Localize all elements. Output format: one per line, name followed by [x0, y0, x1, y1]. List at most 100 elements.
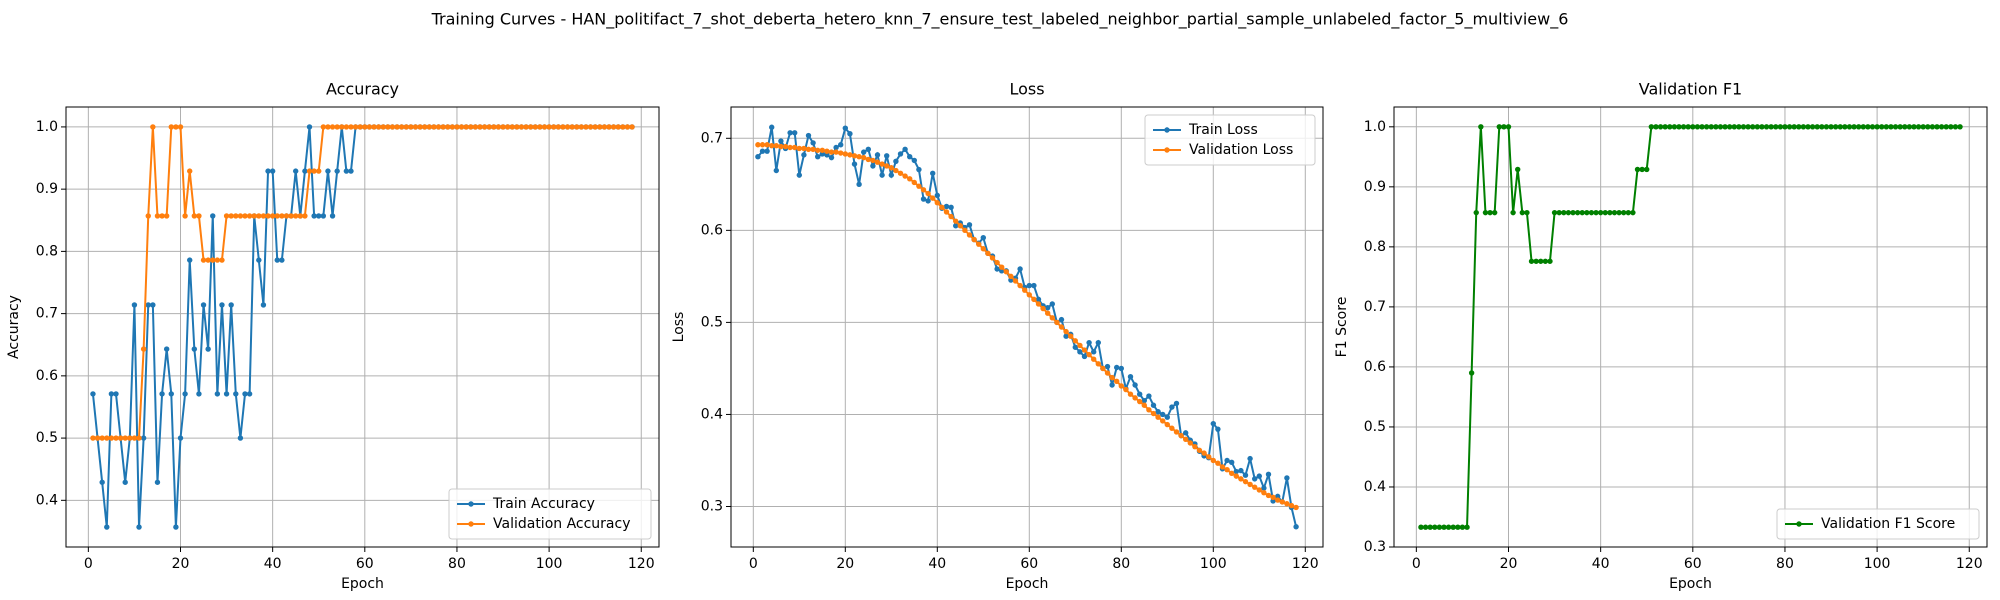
- point: [1948, 124, 1954, 130]
- y-tick-label: 1.0: [36, 119, 58, 135]
- point: [879, 161, 885, 167]
- point: [1597, 209, 1604, 216]
- point: [1436, 524, 1443, 530]
- point: [256, 257, 262, 263]
- point: [99, 479, 105, 485]
- point: [223, 213, 230, 219]
- point: [1155, 408, 1161, 415]
- point: [769, 124, 775, 130]
- y-tick-label: 0.8: [36, 243, 58, 259]
- point: [893, 167, 899, 174]
- point: [1118, 383, 1124, 389]
- x-tick-label: 120: [1956, 556, 1983, 572]
- point: [256, 213, 262, 219]
- point: [560, 124, 566, 130]
- point: [1722, 124, 1728, 130]
- point: [587, 124, 594, 130]
- x-tick-label: 40: [928, 556, 946, 572]
- point: [1625, 209, 1631, 216]
- point: [1293, 504, 1299, 511]
- point: [1265, 492, 1272, 499]
- point: [824, 148, 830, 154]
- point: [1455, 524, 1461, 530]
- point: [1196, 447, 1203, 454]
- x-tick-label: 20: [172, 556, 190, 572]
- point: [117, 435, 124, 441]
- point: [1468, 370, 1475, 376]
- point: [127, 435, 133, 441]
- y-tick-label: 0.7: [36, 306, 58, 322]
- point: [865, 146, 872, 153]
- point: [778, 143, 784, 150]
- point: [329, 213, 336, 219]
- point: [1745, 124, 1751, 130]
- point: [1538, 258, 1544, 264]
- point: [1952, 124, 1959, 130]
- point: [1644, 166, 1650, 173]
- point: [911, 179, 918, 186]
- point: [1251, 484, 1258, 490]
- point: [564, 124, 571, 130]
- point: [1040, 305, 1046, 312]
- x-tick-label: 120: [1292, 556, 1319, 572]
- point: [592, 124, 598, 130]
- legend-marker: [1164, 127, 1170, 133]
- point: [828, 149, 835, 155]
- point: [1090, 349, 1097, 355]
- point: [274, 213, 280, 219]
- point: [980, 246, 987, 252]
- series: [1418, 124, 1963, 530]
- point: [108, 391, 115, 397]
- point: [1035, 296, 1042, 303]
- point: [615, 124, 621, 130]
- point: [902, 146, 908, 153]
- point: [787, 130, 793, 136]
- point: [1173, 429, 1180, 435]
- point: [1685, 124, 1691, 130]
- point: [477, 124, 483, 130]
- x-tick-label: 60: [1684, 556, 1702, 572]
- point: [1459, 524, 1466, 530]
- point: [463, 124, 469, 130]
- point: [920, 187, 927, 193]
- point: [1141, 402, 1147, 408]
- point: [620, 124, 626, 130]
- point: [805, 146, 812, 153]
- point: [1432, 524, 1438, 530]
- series: [755, 124, 1299, 530]
- point: [1146, 393, 1152, 399]
- point: [1478, 124, 1484, 130]
- point: [1547, 258, 1553, 264]
- point: [1242, 472, 1249, 478]
- line: [757, 126, 1298, 527]
- point: [1293, 524, 1299, 530]
- point: [1515, 166, 1521, 173]
- legend: Validation F1 Score: [1776, 508, 1980, 540]
- legend-marker: [1796, 521, 1802, 527]
- point: [842, 125, 849, 131]
- point: [583, 124, 589, 130]
- point: [851, 161, 858, 167]
- point: [810, 140, 816, 146]
- point: [828, 154, 835, 161]
- point: [1418, 524, 1424, 530]
- x-tick-label: 0: [1412, 556, 1421, 572]
- point: [897, 151, 904, 157]
- point: [1233, 468, 1239, 475]
- point: [1501, 124, 1507, 130]
- point: [122, 435, 128, 441]
- point: [1828, 124, 1834, 130]
- point: [1630, 209, 1636, 216]
- point: [177, 124, 184, 130]
- point: [1906, 124, 1913, 130]
- x-tick-label: 100: [1864, 556, 1891, 572]
- point: [759, 148, 766, 154]
- point: [237, 435, 244, 441]
- point: [1832, 124, 1839, 130]
- point: [1796, 124, 1802, 130]
- point: [500, 124, 506, 130]
- point: [1616, 209, 1622, 216]
- point: [1031, 296, 1037, 303]
- point: [541, 124, 548, 130]
- point: [801, 145, 807, 152]
